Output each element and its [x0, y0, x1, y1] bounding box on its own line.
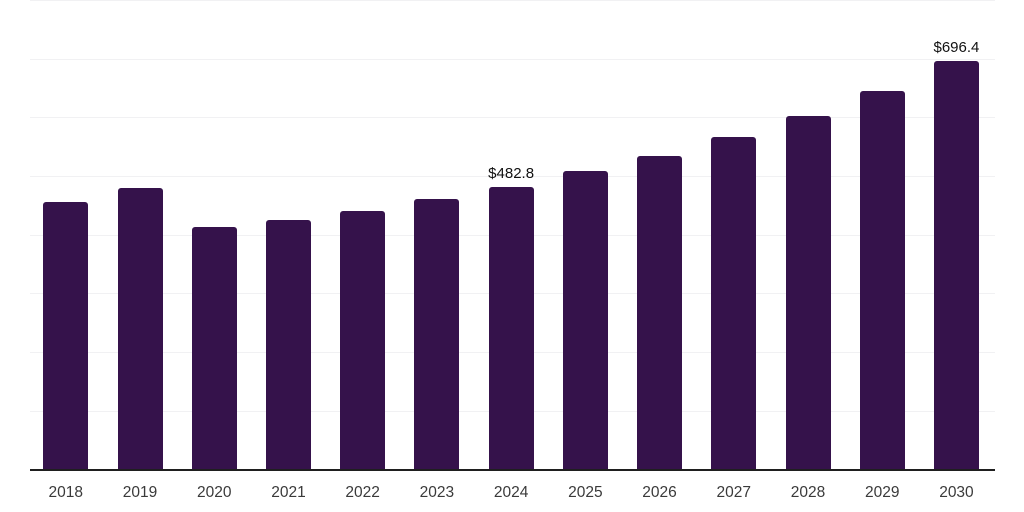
x-axis-tick-label-2028: 2028 [790, 484, 826, 501]
bar-2018 [43, 202, 89, 470]
x-axis-tick-label-2026: 2026 [642, 484, 677, 501]
gridline [30, 0, 995, 1]
bar-2029 [859, 90, 905, 470]
bar-2026 [637, 155, 683, 470]
gridline [30, 58, 995, 60]
bar-2021 [265, 219, 311, 470]
bar-2030 [933, 61, 979, 470]
x-axis-tick-label-2021: 2021 [271, 484, 306, 501]
bar-value-label-2024: $482.8 [488, 164, 535, 182]
x-axis-tick-label-2023: 2023 [419, 484, 455, 501]
bar-2027 [711, 137, 757, 470]
x-axis-tick-label-2020: 2020 [196, 484, 232, 501]
gridline [30, 117, 995, 119]
bar-value-label-2030: $696.4 [933, 39, 980, 57]
x-axis-tick-label-2029: 2029 [864, 484, 900, 501]
x-axis-line [30, 469, 995, 471]
gridline [30, 176, 995, 177]
bar-2022 [340, 210, 386, 470]
bar-2020 [191, 227, 237, 470]
x-axis-tick-label-2019: 2019 [122, 484, 158, 501]
bar-2023 [414, 198, 460, 470]
bar-2028 [785, 115, 831, 470]
bar-2019 [117, 188, 163, 470]
x-axis-tick-label-2025: 2025 [568, 484, 603, 501]
x-axis-tick-label-2027: 2027 [716, 484, 752, 501]
x-axis-tick-label-2018: 2018 [48, 484, 84, 501]
bar-2024 [488, 186, 534, 470]
x-axis-tick-label-2030: 2030 [939, 484, 974, 501]
x-axis-tick-label-2024: 2024 [493, 484, 529, 501]
x-axis-tick-label-2022: 2022 [345, 484, 380, 501]
bar-2025 [562, 171, 608, 470]
